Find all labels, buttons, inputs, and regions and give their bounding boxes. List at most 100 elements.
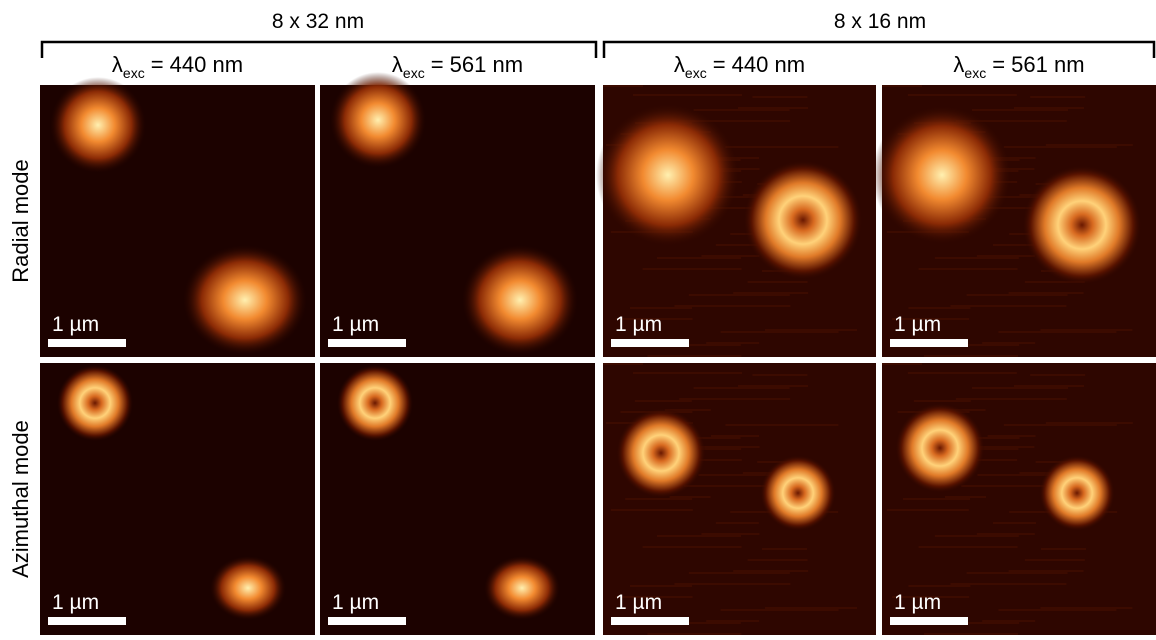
noise-streak: [988, 435, 1036, 437]
noise-streak: [738, 107, 808, 109]
noise-streak: [1004, 424, 1117, 426]
subscript: exc: [403, 65, 425, 81]
noise-streak: [1025, 559, 1085, 561]
noise-streak: [1030, 374, 1085, 376]
image-panel: 1 µm: [320, 363, 595, 635]
noise-streak: [762, 548, 807, 550]
noise-streak: [643, 546, 742, 548]
spot: [1039, 455, 1115, 531]
scale-bar-label: 1 µm: [894, 313, 941, 336]
noise-streak: [738, 385, 808, 387]
scale-bar: [890, 339, 968, 347]
image-panel: 1 µm: [872, 85, 1156, 357]
noise-streak: [887, 509, 969, 511]
spot: [1022, 165, 1142, 285]
noise-streak: [1046, 144, 1133, 146]
image-panel: 1 µm: [40, 77, 315, 357]
page: 8 x 32 nmλexc= 440 nmλexc= 561 nm8 x 16 …: [0, 0, 1156, 640]
noise-streak: [919, 546, 1018, 548]
noise-streak: [674, 583, 790, 585]
noise-streak: [733, 292, 808, 294]
scale-bar: [890, 617, 968, 625]
column-label: λexc= 561 nm: [953, 52, 1084, 81]
scale-bar-label: 1 µm: [894, 591, 941, 614]
noise-streak: [752, 374, 807, 376]
noise-streak: [908, 307, 970, 309]
noise-streak: [657, 257, 741, 259]
noise-streak: [674, 305, 790, 307]
noise-streak: [670, 496, 711, 498]
figure: 8 x 32 nmλexc= 440 nmλexc= 561 nm8 x 16 …: [0, 0, 1156, 640]
noise-streak: [701, 255, 759, 257]
label-text: = 440 nm: [151, 52, 243, 77]
row-label: Azimuthal mode: [8, 420, 33, 578]
label-text: = 440 nm: [713, 52, 805, 77]
noise-streak: [1041, 548, 1086, 550]
noise-streak: [924, 355, 1018, 357]
noise-streak: [924, 633, 1018, 635]
noise-streak: [945, 496, 986, 498]
spot: [484, 556, 560, 620]
noise-streak: [1009, 292, 1084, 294]
noise-streak: [967, 294, 1068, 296]
noise-streak: [972, 387, 1068, 389]
noise-streak: [903, 498, 970, 500]
scale-bar: [48, 339, 126, 347]
symbol: λ: [112, 52, 123, 77]
label-text: = 561 nm: [992, 52, 1084, 77]
spot: [895, 403, 985, 493]
noise-streak: [967, 572, 1068, 574]
noise-streak: [765, 329, 857, 331]
noise-streak: [701, 533, 759, 535]
noise-streak: [748, 559, 808, 561]
symbol: λ: [674, 52, 685, 77]
noise-streak: [972, 109, 1068, 111]
noise-streak: [689, 294, 790, 296]
spot: [462, 245, 578, 355]
noise-streak: [1009, 570, 1084, 572]
scale-bar: [611, 617, 689, 625]
noise-streak: [935, 257, 1019, 259]
noise-streak: [882, 85, 922, 87]
noise-streak: [765, 607, 857, 609]
noise-streak: [721, 331, 839, 333]
scale-bar-label: 1 µm: [332, 313, 379, 336]
noise-streak: [625, 498, 692, 500]
noise-streak: [919, 268, 1018, 270]
subscript: exc: [964, 65, 986, 81]
image-panel: 1 µm: [596, 85, 876, 357]
noise-streak: [748, 281, 808, 283]
noise-streak: [647, 355, 741, 357]
label-text: = 561 nm: [431, 52, 523, 77]
column-label: λexc= 440 nm: [674, 52, 805, 81]
scale-bar-label: 1 µm: [615, 591, 662, 614]
scale-bar-label: 1 µm: [52, 313, 99, 336]
spot: [210, 556, 286, 620]
noise-streak: [603, 363, 643, 365]
image-panel: 1 µm: [603, 363, 876, 635]
spot: [872, 105, 1012, 245]
image-panel: 1 µm: [882, 363, 1156, 635]
noise-streak: [1040, 329, 1132, 331]
noise-streak: [977, 255, 1035, 257]
noise-streak: [633, 372, 742, 374]
spot: [337, 365, 413, 441]
noise-streak: [725, 146, 838, 148]
noise-streak: [706, 342, 759, 344]
scale-bar-label: 1 µm: [52, 591, 99, 614]
scale-bar: [328, 339, 406, 347]
scale-bar-label: 1 µm: [332, 591, 379, 614]
noise-streak: [908, 585, 970, 587]
spot: [183, 245, 307, 355]
noise-streak: [977, 533, 1035, 535]
column-label: λexc= 561 nm: [392, 52, 523, 81]
noise-streak: [630, 307, 692, 309]
group-label: 8 x 16 nm: [834, 10, 926, 33]
noise-streak: [657, 535, 741, 537]
noise-streak: [679, 398, 790, 400]
column-label: λexc= 440 nm: [112, 52, 243, 81]
noise-streak: [1040, 607, 1132, 609]
scale-bar: [48, 617, 126, 625]
spot: [596, 103, 740, 247]
noise-streak: [956, 398, 1067, 400]
